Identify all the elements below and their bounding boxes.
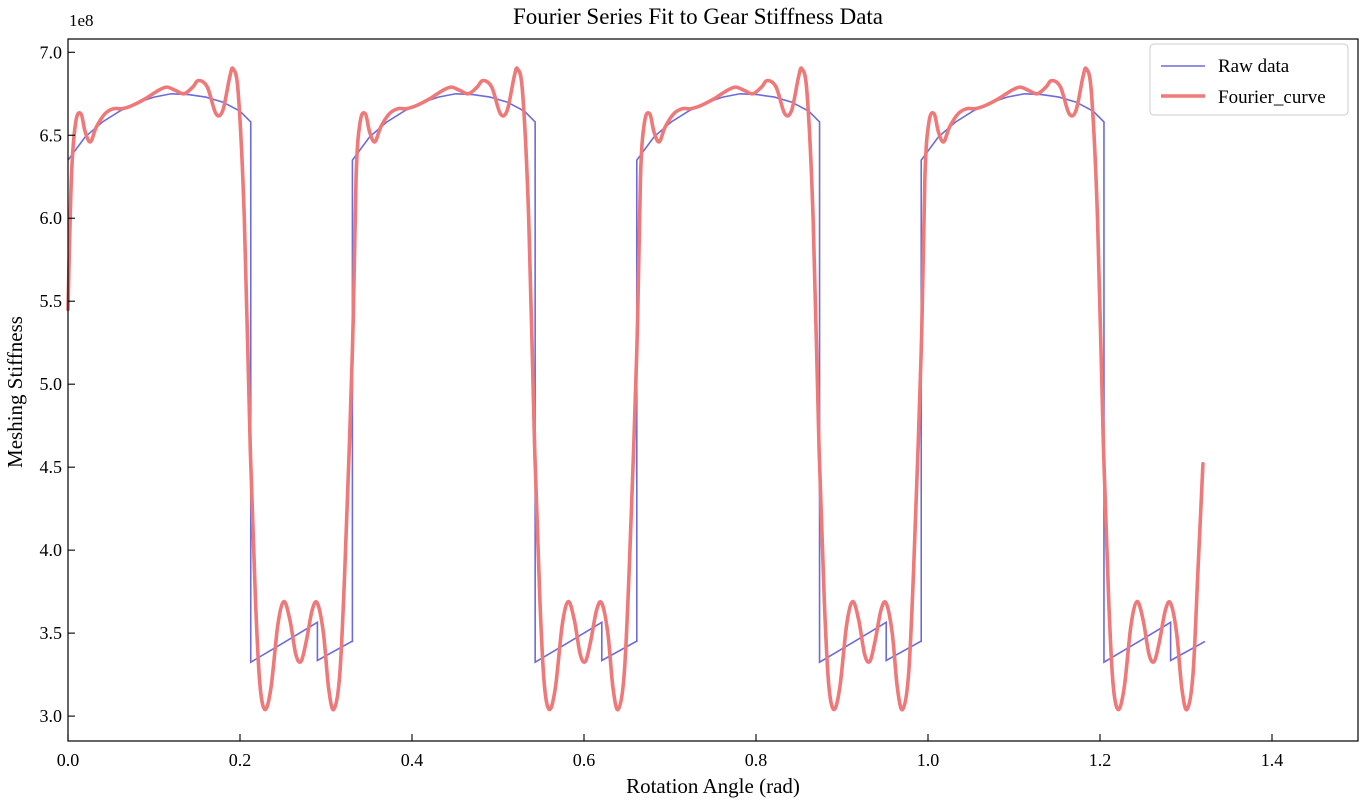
y-tick-label: 4.0 (40, 540, 63, 560)
axes-frame (67, 38, 1359, 742)
chart-title: Fourier Series Fit to Gear Stiffness Dat… (513, 4, 883, 29)
legend: Raw data Fourier_curve (1149, 43, 1349, 116)
x-tick-label: 0.8 (745, 750, 768, 770)
series-layer (66, 66, 1206, 712)
y-axis-label: Meshing Stiffness (3, 316, 27, 468)
series-line-fourier-curve (66, 66, 1205, 712)
x-tick-label: 0.4 (401, 750, 424, 770)
x-tick-label: 0.2 (229, 750, 252, 770)
y-tick-label: 5.5 (40, 291, 63, 311)
y-tick-label: 5.0 (40, 374, 63, 394)
x-tick-label: 1.0 (917, 750, 940, 770)
x-axis-ticks: 0.0 0.2 0.4 0.6 0.8 1.0 1.2 1.4 (57, 734, 1284, 770)
x-axis-label: Rotation Angle (rad) (626, 774, 800, 798)
y-tick-label: 3.0 (40, 706, 63, 726)
x-tick-label: 0.6 (573, 750, 596, 770)
y-axis-ticks: 3.0 3.5 4.0 4.5 5.0 5.5 6.0 6.5 7.0 (40, 42, 75, 726)
y-tick-label: 6.0 (40, 208, 63, 228)
plot-area (66, 66, 1206, 712)
y-tick-label: 3.5 (40, 623, 63, 643)
y-tick-label: 7.0 (40, 42, 63, 62)
legend-label-fourier-curve: Fourier_curve (1218, 87, 1326, 108)
x-tick-label: 0.0 (57, 750, 80, 770)
y-tick-label: 6.5 (40, 125, 63, 145)
y-tick-label: 4.5 (40, 457, 63, 477)
x-tick-label: 1.2 (1089, 750, 1112, 770)
x-tick-label: 1.4 (1261, 750, 1284, 770)
legend-label-raw-data: Raw data (1218, 56, 1290, 77)
y-exponent-label: 1e8 (69, 11, 94, 30)
